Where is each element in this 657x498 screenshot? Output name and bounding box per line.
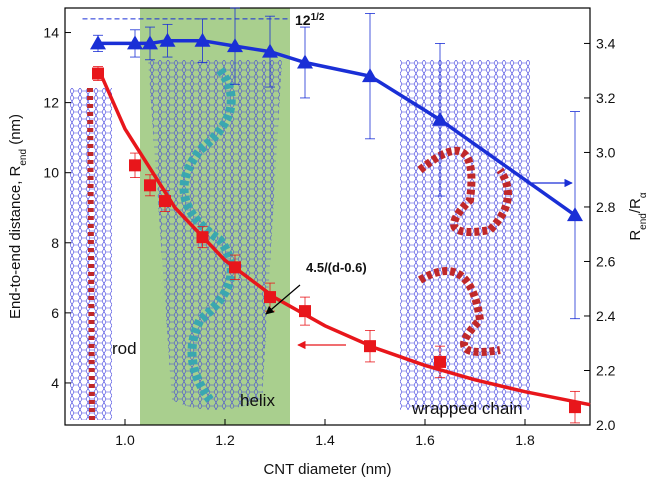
y2-tick-label: 2.2 (596, 362, 616, 378)
data-point (297, 54, 313, 69)
y2-tick-label: 2.8 (596, 199, 616, 215)
series-line (98, 71, 591, 407)
data-point (434, 355, 446, 368)
y-axis-label-part: (nm) (7, 114, 24, 149)
x-tick-label: 1.0 (115, 432, 135, 448)
data-point (129, 159, 141, 172)
y2-axis-label-part: /R (627, 198, 644, 213)
data-point (159, 195, 171, 208)
y-tick-label: 8 (51, 235, 59, 251)
data-point (159, 32, 176, 47)
y-tick-label: 12 (43, 95, 59, 111)
y2-axis-label: Rend/Rα (627, 192, 649, 241)
y-axis-label-part: end (18, 149, 29, 166)
annotation: helix (240, 391, 275, 410)
y-tick-label: 4 (51, 375, 59, 391)
y2-axis-label-part: R (627, 230, 644, 241)
y-axis-label-part: End-to-end distance, R (7, 165, 24, 319)
data-point (92, 67, 104, 80)
data-point (142, 35, 158, 50)
data-point (144, 179, 156, 192)
reference-label: 121/2 (295, 11, 325, 28)
x-tick-label: 1.6 (415, 432, 435, 448)
data-point (227, 38, 243, 53)
y2-tick-label: 3.2 (596, 90, 616, 106)
data-point (362, 68, 378, 83)
data-point (567, 207, 583, 222)
annotation: 4.5/(d-0.6) (306, 260, 367, 275)
y2-tick-label: 3.4 (596, 35, 616, 51)
y2-axis-label-part: α (638, 192, 649, 198)
y2-tick-label: 2.4 (596, 308, 616, 324)
data-point (299, 305, 311, 318)
x-tick-label: 1.4 (315, 432, 335, 448)
annotation-arrow (265, 284, 301, 315)
plot-frame (64, 7, 591, 426)
annotation: rod (112, 339, 137, 358)
data-point (364, 340, 376, 353)
y-axis-label: End-to-end distance, Rend (nm) (7, 114, 29, 319)
data-point (90, 35, 106, 50)
data-point (127, 35, 143, 50)
reference-label-base: 12 (295, 12, 311, 28)
x-axis-label: CNT diameter (nm) (263, 461, 391, 478)
y2-tick-label: 3.0 (596, 144, 616, 160)
y-tick-label: 14 (43, 25, 59, 41)
molecule-illustrations (70, 60, 530, 421)
y2-axis-label-part: end (638, 213, 649, 230)
x-tick-label: 1.8 (515, 432, 535, 448)
data-point (264, 291, 276, 304)
rod-nanotube (70, 88, 112, 420)
y2-tick-label: 2.0 (596, 417, 616, 433)
y2-tick-label: 2.6 (596, 253, 616, 269)
x-tick-label: 1.2 (215, 432, 235, 448)
data-point (196, 231, 209, 244)
annotation: wrapped chain (411, 399, 523, 418)
y-tick-label: 10 (43, 165, 59, 181)
y-tick-label: 6 (51, 305, 59, 321)
wrapped-chain (417, 146, 512, 356)
data-point (569, 401, 581, 414)
data-point (262, 43, 278, 58)
wrapped-nanotube (400, 60, 530, 410)
data-point (194, 32, 211, 47)
data-point (229, 261, 241, 274)
data-point (432, 111, 448, 126)
helix-chain (179, 67, 236, 403)
reference-label-sup: 1/2 (311, 11, 325, 22)
